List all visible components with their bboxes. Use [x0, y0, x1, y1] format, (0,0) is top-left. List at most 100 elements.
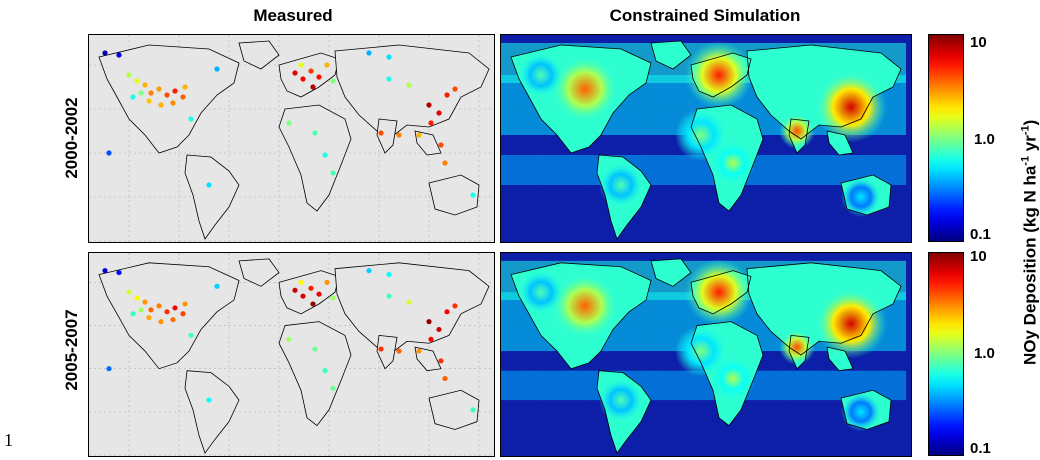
map-svg	[501, 35, 906, 242]
station-marker	[308, 285, 314, 291]
station-marker	[310, 301, 316, 307]
station-marker	[130, 94, 136, 100]
station-marker	[312, 130, 318, 136]
deposition-hotspot	[685, 41, 753, 109]
deposition-hotspot	[675, 109, 727, 161]
station-marker	[330, 385, 336, 391]
station-marker	[428, 120, 434, 126]
deposition-hotspot	[779, 329, 815, 365]
station-marker	[182, 84, 188, 90]
coastline-south-america	[184, 370, 240, 454]
coastline-india	[788, 118, 810, 154]
station-marker	[442, 160, 448, 166]
station-marker	[444, 92, 450, 98]
station-marker	[206, 397, 212, 403]
station-marker	[438, 358, 444, 364]
colorbar-tick-1: 1.0	[974, 345, 995, 362]
station-marker	[134, 78, 140, 84]
row-label-2005-2007: 2005-2007	[62, 309, 81, 391]
station-marker	[386, 54, 392, 60]
station-marker	[130, 311, 136, 317]
measured-title: Measured	[253, 6, 333, 25]
station-marker	[330, 170, 336, 176]
coastline-greenland	[238, 258, 280, 287]
coastline-north-america	[510, 44, 652, 154]
station-marker	[106, 366, 112, 372]
station-marker	[106, 150, 112, 156]
coastline-north-america	[98, 44, 240, 154]
station-marker	[172, 305, 178, 311]
row-label-2000-2002: 2000-2002	[62, 97, 81, 179]
station-marker	[452, 86, 458, 92]
coastline-asia	[334, 44, 490, 140]
coastline-asia	[334, 262, 490, 356]
coastline-se-asia	[414, 130, 442, 156]
station-marker	[148, 90, 154, 96]
station-marker	[470, 407, 476, 413]
coastline-europe	[690, 270, 752, 315]
land-greenland	[651, 258, 691, 287]
deposition-hotspot	[841, 177, 881, 217]
coastline-greenland	[238, 40, 280, 70]
station-marker	[116, 270, 122, 276]
deposition-hotspot	[711, 356, 755, 401]
coastline-south-america	[184, 154, 240, 240]
station-marker	[416, 132, 422, 138]
station-marker	[366, 50, 372, 56]
deposition-hotspot	[815, 71, 887, 143]
station-marker	[416, 348, 422, 354]
map-svg	[89, 253, 494, 456]
station-marker	[180, 94, 186, 100]
station-marker	[148, 307, 154, 313]
coastline-europe	[690, 52, 752, 98]
station-marker	[324, 62, 330, 68]
coastline-se-asia	[826, 346, 854, 372]
coastline-australia	[840, 174, 892, 216]
station-marker	[298, 279, 304, 285]
station-marker	[206, 182, 212, 188]
coastline-south-america	[596, 370, 652, 454]
deposition-hotspot	[519, 270, 563, 314]
station-marker	[286, 336, 292, 342]
station-marker	[330, 295, 336, 301]
station-marker	[396, 132, 402, 138]
station-marker	[298, 62, 304, 68]
station-marker	[406, 82, 412, 88]
station-marker	[322, 152, 328, 158]
deposition-hotspot	[551, 55, 619, 123]
station-marker	[444, 309, 450, 315]
station-marker	[386, 272, 392, 278]
station-marker	[156, 86, 162, 92]
colorbar-label: NOy Deposition (kg N ha-1 yr-1)	[1019, 119, 1040, 365]
deposition-hotspot	[711, 141, 755, 185]
station-marker	[164, 309, 170, 315]
deposition-hotspot	[675, 325, 727, 377]
station-marker	[164, 92, 170, 98]
colorbar-top	[928, 34, 964, 242]
station-marker	[442, 375, 448, 382]
deposition-hotspot	[815, 288, 887, 359]
station-marker	[428, 336, 434, 342]
station-marker	[146, 98, 152, 104]
station-marker	[470, 192, 476, 198]
simulation-title: Constrained Simulation	[609, 6, 801, 25]
station-marker	[138, 307, 144, 313]
coastline-europe	[278, 270, 340, 315]
simulation-map-2000-2002	[500, 34, 912, 243]
station-marker	[182, 301, 188, 307]
colorbar-tick-10: 10	[970, 248, 987, 265]
station-marker	[188, 332, 194, 338]
station-marker	[292, 70, 298, 76]
station-marker	[310, 84, 316, 90]
coastline-asia	[746, 44, 902, 140]
station-marker	[172, 88, 178, 94]
coastline-north-america	[510, 262, 652, 370]
station-marker	[146, 315, 152, 321]
coastline-africa	[278, 104, 352, 212]
station-marker	[214, 283, 220, 289]
colorbar-tick-01: 0.1	[970, 440, 991, 457]
station-marker	[156, 303, 162, 309]
station-marker	[436, 110, 442, 116]
station-marker	[378, 346, 384, 352]
coastline-australia	[840, 389, 892, 430]
